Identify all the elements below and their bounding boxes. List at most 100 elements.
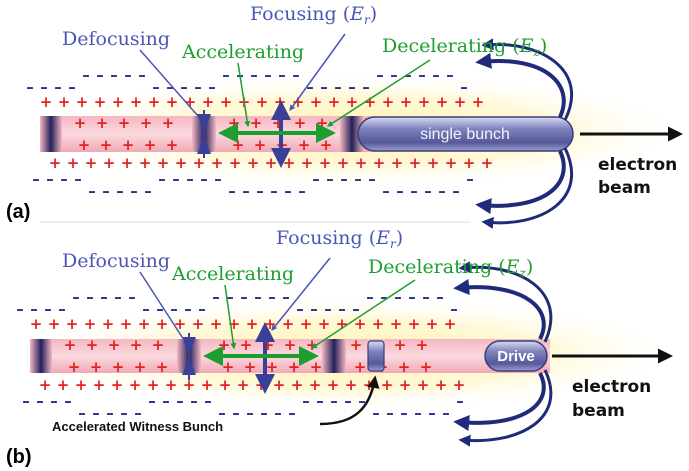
negative-charge: –: [316, 392, 324, 410]
positive-charge: +: [399, 376, 412, 394]
negative-charge: –: [180, 78, 188, 96]
positive-charge: +: [93, 376, 106, 394]
negative-charge: –: [326, 170, 334, 188]
accelerating-label: Accelerating: [171, 263, 294, 285]
positive-charge: +: [148, 93, 161, 111]
positive-charge: +: [454, 93, 467, 111]
positive-charge: +: [309, 376, 322, 394]
defocusing-pointer: [139, 49, 199, 117]
negative-charge: –: [338, 300, 346, 318]
positive-charge: +: [481, 154, 494, 172]
negative-charge: –: [452, 182, 460, 200]
negative-charge: –: [74, 170, 82, 188]
negative-charge: –: [320, 78, 328, 96]
negative-charge: –: [26, 78, 34, 96]
positive-charge: +: [417, 376, 430, 394]
negative-charge: –: [422, 288, 430, 306]
negative-charge: –: [324, 300, 332, 318]
negative-charge: –: [162, 392, 170, 410]
negative-charge: –: [400, 404, 408, 422]
negative-charge: –: [396, 182, 404, 200]
negative-charge: –: [36, 392, 44, 410]
negative-charge: –: [116, 182, 124, 200]
positive-charge: +: [310, 93, 323, 111]
negative-charge: –: [212, 288, 220, 306]
positive-charge: +: [139, 154, 152, 172]
negative-charge: –: [176, 392, 184, 410]
positive-charge: +: [76, 93, 89, 111]
negative-charge: –: [40, 78, 48, 96]
positive-charge: +: [382, 93, 395, 111]
positive-charge: +: [40, 93, 53, 111]
negative-charge: –: [186, 170, 194, 188]
positive-charge: +: [30, 315, 43, 333]
negative-charge: –: [138, 66, 146, 84]
negative-charge: –: [334, 78, 342, 96]
positive-charge: +: [111, 376, 124, 394]
positive-charge: +: [78, 136, 91, 154]
positive-charge: +: [166, 136, 179, 154]
negative-charge: –: [382, 182, 390, 200]
decelerating-pointer: [310, 279, 416, 349]
positive-charge: +: [282, 315, 295, 333]
beam-dark-band-left: [30, 339, 52, 373]
positive-charge: +: [108, 336, 121, 354]
positive-charge: +: [232, 136, 245, 154]
negative-charge: –: [78, 404, 86, 422]
negative-charge: –: [418, 66, 426, 84]
negative-charge: –: [306, 78, 314, 96]
positive-charge: +: [336, 315, 349, 333]
negative-charge: –: [394, 288, 402, 306]
field-arrow-down: [453, 372, 546, 431]
negative-charge: –: [86, 288, 94, 306]
positive-charge: +: [112, 93, 125, 111]
positive-charge: +: [130, 93, 143, 111]
positive-charge: +: [96, 114, 109, 132]
positive-charge: +: [49, 154, 62, 172]
negative-charge: –: [46, 170, 54, 188]
negative-charge: –: [260, 404, 268, 422]
decelerating-label: Decelerating (Ez): [382, 35, 547, 59]
positive-charge: +: [220, 93, 233, 111]
positive-charge: +: [74, 114, 87, 132]
positive-charge: +: [183, 376, 196, 394]
positive-charge: +: [211, 154, 224, 172]
positive-charge: +: [288, 358, 301, 376]
positive-charge: +: [381, 376, 394, 394]
positive-charge: +: [319, 154, 332, 172]
negative-charge: –: [100, 288, 108, 306]
negative-charge: –: [410, 182, 418, 200]
negative-charge: –: [184, 300, 192, 318]
negative-charge: –: [156, 300, 164, 318]
positive-charge: +: [250, 114, 263, 132]
positive-charge: +: [103, 154, 116, 172]
positive-charge: +: [130, 336, 143, 354]
positive-charge: +: [300, 315, 313, 333]
positive-charge: +: [184, 93, 197, 111]
negative-charge: –: [424, 182, 432, 200]
negative-charge: –: [432, 66, 440, 84]
positive-charge: +: [229, 154, 242, 172]
positive-charge: +: [121, 154, 134, 172]
negative-charge: –: [198, 300, 206, 318]
positive-charge: +: [372, 315, 385, 333]
positive-charge: +: [398, 358, 411, 376]
negative-charge: –: [50, 392, 58, 410]
decelerating-pointer: [326, 59, 431, 127]
negative-charge: –: [124, 66, 132, 84]
positive-charge: +: [346, 93, 359, 111]
witness-bunch-label: Accelerated Witness Bunch: [52, 419, 223, 434]
decelerating-label: Decelerating (Ez): [368, 256, 533, 280]
positive-charge: +: [112, 358, 125, 376]
beam-dark-band-right: [322, 339, 346, 373]
negative-charge: –: [312, 170, 320, 188]
positive-charge: +: [165, 376, 178, 394]
positive-charge: +: [294, 114, 307, 132]
positive-charge: +: [298, 136, 311, 154]
negative-charge: –: [242, 182, 250, 200]
positive-charge: +: [147, 376, 160, 394]
positive-charge: +: [394, 336, 407, 354]
negative-charge: –: [208, 78, 216, 96]
positive-charge: +: [90, 358, 103, 376]
positive-charge: +: [210, 315, 223, 333]
